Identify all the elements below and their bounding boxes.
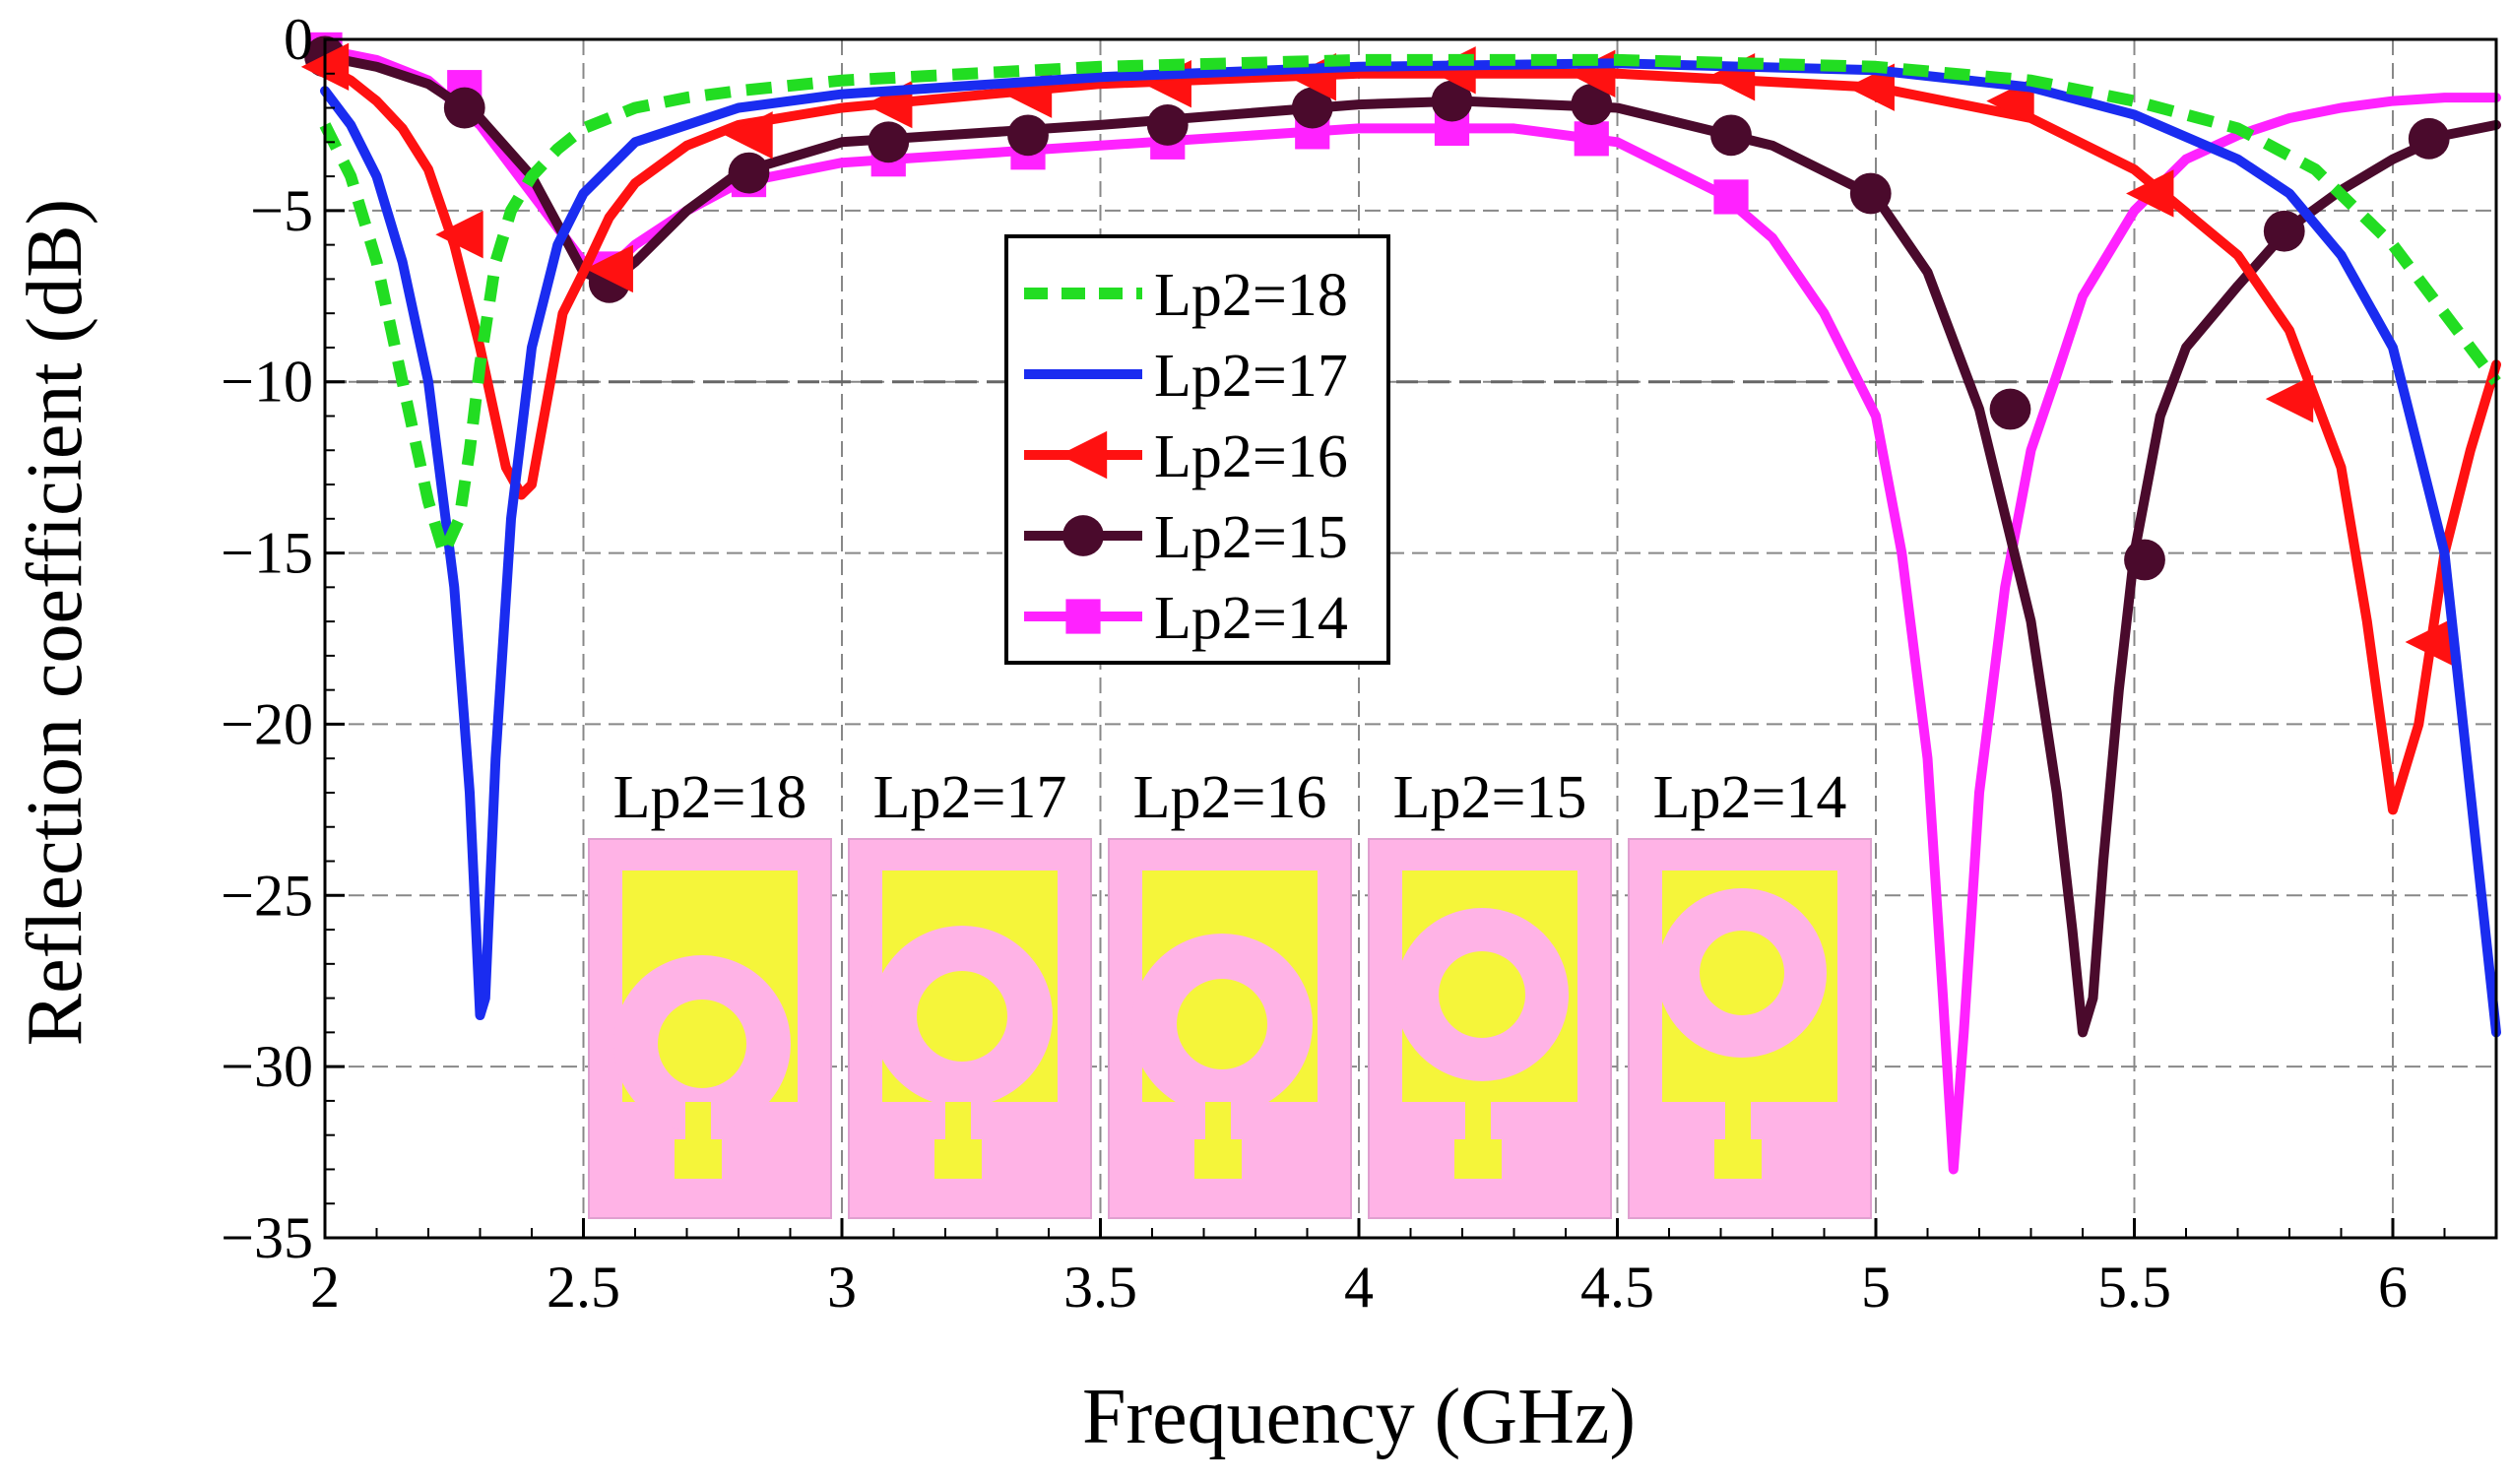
y-tick-label: −10 bbox=[221, 350, 313, 415]
antenna-inset-panel: Lp2=17 bbox=[848, 764, 1092, 1219]
x-tick-label: 2.5 bbox=[547, 1255, 620, 1320]
circle-marker bbox=[1849, 172, 1892, 215]
antenna-inset-panel: Lp2=14 bbox=[1628, 764, 1872, 1219]
legend-label: Lp2=14 bbox=[1154, 585, 1348, 652]
legend: Lp2=18 Lp2=17 Lp2=16 Lp2=15 Lp2=14 bbox=[1004, 234, 1390, 665]
circle-marker bbox=[443, 87, 485, 129]
legend-box bbox=[1004, 234, 1390, 665]
feed-line bbox=[1714, 1139, 1762, 1179]
inner-patch bbox=[1177, 979, 1267, 1069]
circle-marker bbox=[2124, 539, 2165, 581]
series-lp2-15 bbox=[304, 35, 2501, 1038]
inner-patch bbox=[917, 971, 1007, 1062]
x-tick-label: 3.5 bbox=[1063, 1255, 1137, 1320]
antenna-inset-panel: Lp2=18 bbox=[588, 764, 832, 1219]
circle-marker bbox=[1146, 104, 1189, 146]
circle-marker bbox=[1291, 87, 1333, 129]
series-lp2-17 bbox=[320, 58, 2501, 1038]
x-tick-label: 3 bbox=[827, 1255, 857, 1320]
legend-label: Lp2=17 bbox=[1154, 343, 1348, 410]
feed-stub bbox=[1465, 1102, 1491, 1141]
x-tick-label: 5 bbox=[1861, 1255, 1891, 1320]
circle-marker bbox=[2263, 210, 2305, 252]
legend-label: Lp2=18 bbox=[1154, 262, 1348, 329]
x-axis-title: Frequency (GHz) bbox=[1082, 1374, 1636, 1460]
circle-marker bbox=[1571, 84, 1613, 125]
triangle-marker bbox=[435, 210, 483, 259]
legend-item-lp2-18: Lp2=18 bbox=[1024, 262, 1348, 329]
triangle-marker bbox=[2405, 617, 2453, 667]
antenna-inset-panel: Lp2=16 bbox=[1108, 764, 1352, 1219]
y-tick-label: −15 bbox=[221, 521, 313, 586]
feed-line bbox=[1454, 1139, 1502, 1179]
circle-marker bbox=[1007, 114, 1049, 157]
inset-label: Lp2=15 bbox=[1393, 764, 1587, 831]
y-tick-label: −30 bbox=[221, 1034, 313, 1099]
legend-item-lp2-17: Lp2=17 bbox=[1024, 343, 1348, 410]
y-tick-labels: 0 −5 −10 −15 −20 −25 −30 −35 bbox=[221, 7, 313, 1270]
square-marker bbox=[1065, 599, 1101, 634]
data-series bbox=[300, 32, 2501, 1175]
feed-stub bbox=[1205, 1102, 1231, 1141]
inset-label: Lp2=18 bbox=[613, 764, 807, 831]
feed-line bbox=[934, 1139, 982, 1179]
inner-patch bbox=[658, 1000, 746, 1088]
y-tick-label: −25 bbox=[221, 863, 313, 928]
legend-item-lp2-14: Lp2=14 bbox=[1024, 585, 1348, 652]
y-tick-label: −20 bbox=[221, 691, 313, 756]
feed-line bbox=[675, 1139, 722, 1179]
inner-patch bbox=[1439, 951, 1525, 1038]
triangle-marker bbox=[2265, 374, 2314, 423]
series-line bbox=[320, 61, 2501, 815]
circle-marker bbox=[1431, 80, 1473, 122]
x-tick-label: 2 bbox=[310, 1255, 340, 1320]
circle-marker bbox=[1710, 114, 1752, 157]
feed-stub bbox=[1725, 1102, 1751, 1141]
circle-marker bbox=[2408, 117, 2450, 160]
inner-patch bbox=[1700, 931, 1784, 1015]
square-marker bbox=[1713, 179, 1749, 215]
y-tick-label: −5 bbox=[250, 178, 313, 243]
series-line bbox=[320, 58, 2501, 1038]
circle-marker bbox=[1989, 388, 2031, 430]
triangle-marker bbox=[2126, 169, 2174, 218]
square-marker bbox=[1574, 121, 1609, 157]
feed-line bbox=[1194, 1139, 1242, 1179]
triangle-marker bbox=[725, 111, 773, 160]
legend-label: Lp2=15 bbox=[1154, 504, 1348, 571]
circle-marker bbox=[1062, 515, 1104, 556]
y-tick-label: 0 bbox=[284, 7, 313, 72]
triangle-marker bbox=[1059, 430, 1108, 480]
legend-label: Lp2=16 bbox=[1154, 423, 1348, 490]
series-lp2-18 bbox=[319, 53, 2501, 559]
series-line bbox=[319, 53, 2501, 559]
triangle-marker bbox=[585, 244, 633, 293]
x-tick-label: 4.5 bbox=[1580, 1255, 1654, 1320]
circle-marker bbox=[728, 152, 770, 194]
axis-ticks bbox=[323, 37, 2497, 1240]
inset-label: Lp2=14 bbox=[1653, 764, 1847, 831]
y-axis-title: Reflection coefficient (dB) bbox=[12, 199, 98, 1046]
legend-item-lp2-16: Lp2=16 bbox=[1024, 423, 1348, 490]
feed-stub bbox=[685, 1102, 711, 1141]
inset-label: Lp2=16 bbox=[1133, 764, 1327, 831]
y-tick-label: −35 bbox=[221, 1205, 313, 1270]
legend-item-lp2-15: Lp2=15 bbox=[1024, 504, 1348, 571]
x-tick-label: 4 bbox=[1344, 1255, 1374, 1320]
x-tick-label: 5.5 bbox=[2097, 1255, 2171, 1320]
x-tick-label: 6 bbox=[2378, 1255, 2408, 1320]
circle-marker bbox=[868, 121, 910, 163]
antenna-inset: Lp2=18 Lp2=17 Lp2=16 Lp2=15 Lp2=14 bbox=[588, 764, 1872, 1219]
inset-label: Lp2=17 bbox=[873, 764, 1067, 831]
antenna-inset-panel: Lp2=15 bbox=[1368, 764, 1612, 1219]
feed-stub bbox=[945, 1102, 971, 1141]
x-tick-labels: 2 2.5 3 3.5 4 4.5 5 5.5 6 bbox=[310, 1255, 2408, 1320]
